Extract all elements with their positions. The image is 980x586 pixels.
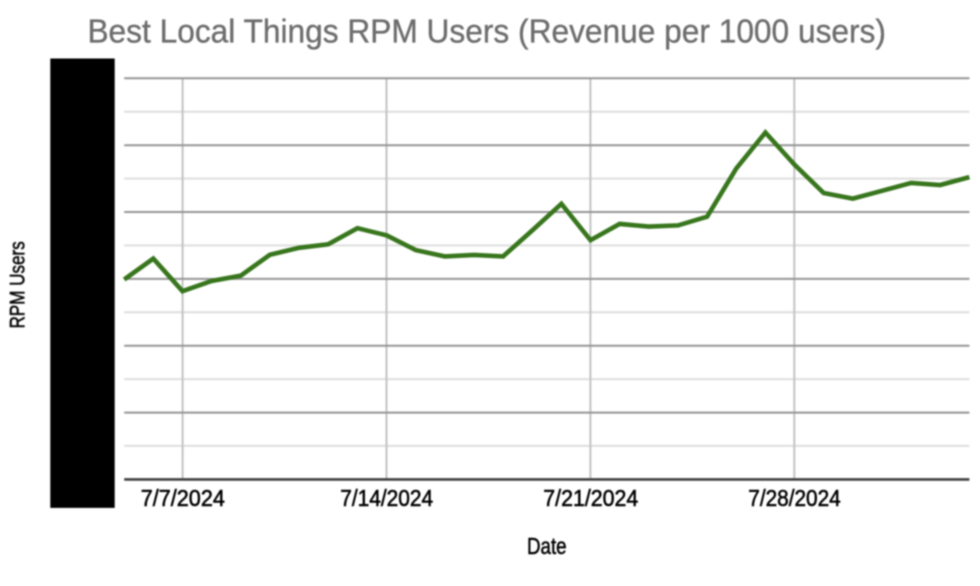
svg-text:7/7/2024: 7/7/2024 (141, 485, 225, 511)
svg-text:7/28/2024: 7/28/2024 (748, 485, 841, 511)
svg-text:Best Local Things RPM Users (R: Best Local Things RPM Users (Revenue per… (87, 13, 886, 50)
svg-text:Date: Date (527, 533, 567, 559)
svg-text:RPM Users: RPM Users (6, 241, 29, 328)
svg-text:7/21/2024: 7/21/2024 (543, 485, 638, 511)
svg-text:7/14/2024: 7/14/2024 (340, 485, 433, 511)
